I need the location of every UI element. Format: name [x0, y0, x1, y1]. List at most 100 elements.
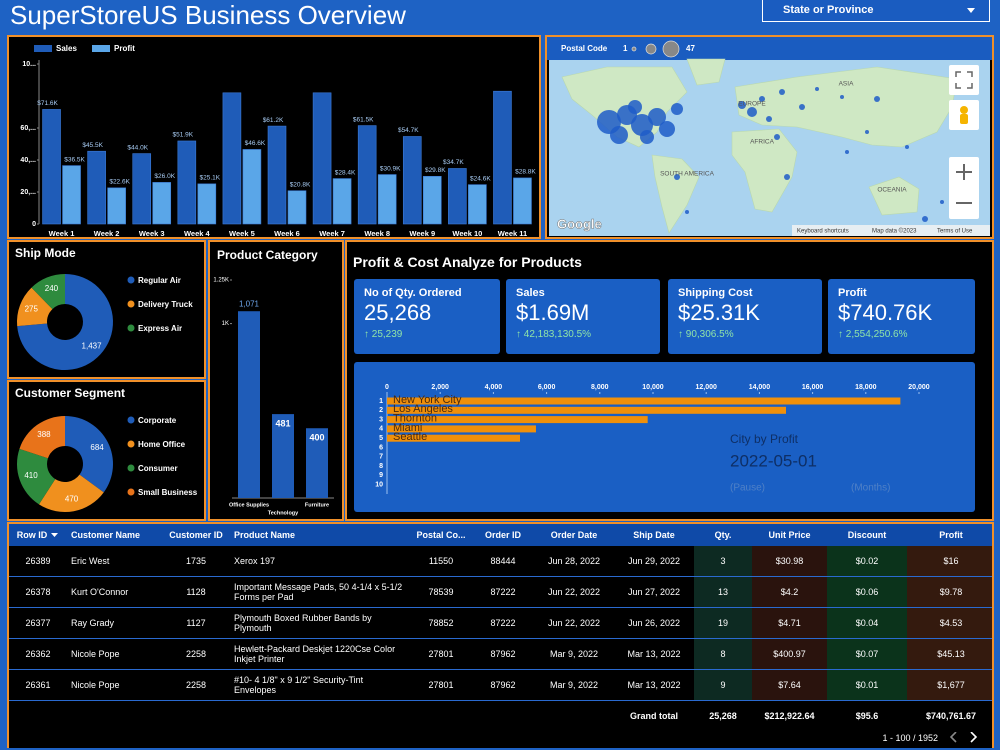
table-cell: 88444: [472, 546, 534, 577]
kpi-card: Sales $1.69M ↑ 42,183,130.5%: [506, 279, 660, 354]
chart-control: (Months): [851, 483, 890, 494]
kpi-change: ↑ 25,239: [364, 329, 403, 340]
map-point: [865, 130, 869, 134]
fullscreen: [955, 71, 973, 89]
y-tick-label: 1K: [222, 321, 229, 327]
map-label: OCEANIA: [877, 187, 907, 194]
column-header[interactable]: Order Date: [534, 524, 614, 546]
slice-label: 1,437: [82, 341, 103, 350]
table-cell: 78539: [410, 576, 472, 608]
x-tick-label: 8,000: [591, 384, 609, 391]
x-tick-label: Furniture: [305, 502, 329, 508]
slice-label: 388: [37, 430, 51, 439]
column-header[interactable]: Customer Name: [67, 524, 162, 546]
map-point: [766, 116, 772, 122]
kpi-label: Sales: [516, 287, 545, 299]
map-point: [747, 107, 757, 117]
x-tick-label: Week 7: [319, 229, 345, 237]
x-tick-label: 2,000: [431, 384, 449, 391]
chart-title: City by Profit: [730, 432, 799, 446]
table-body-rows: 26389 Eric West 1735 Xerox 197 11550 88444 Jun…: [9, 546, 992, 701]
totals-empty: [67, 707, 162, 725]
table-cell: $4.2: [752, 576, 827, 608]
panel-title: Product Category: [217, 248, 318, 262]
x-tick-label: Week 11: [498, 229, 527, 237]
kpi-value: $740.76K: [838, 300, 933, 325]
table-cell: 26362: [9, 638, 67, 670]
weekly-sales-panel: Sales Profit 0 20,... 40,... 60,... 10... Week …: [7, 35, 541, 239]
donut-slice: [38, 474, 104, 512]
donut-slice: [19, 416, 66, 459]
column-header[interactable]: Discount: [827, 524, 907, 546]
table-cell: Eric West: [67, 546, 162, 577]
table-cell: #10- 4 1/8" x 9 1/2" Security-Tint Envel…: [230, 669, 410, 701]
prev-page[interactable]: [950, 732, 958, 743]
bar: [267, 125, 287, 225]
value-label: $20.8K: [290, 181, 311, 188]
kpi-value: $25.31K: [678, 300, 760, 325]
totals-value: 25,268: [709, 711, 737, 721]
table-cell: 8: [694, 638, 752, 670]
table-head: Row ID Customer Name Customer ID Product Na…: [9, 524, 992, 546]
profit-cost-panel: Profit & Cost Analyze for Products No of …: [345, 240, 994, 521]
column-header-label: Postal Co...: [416, 530, 466, 540]
map-point: [922, 216, 928, 222]
state-filter[interactable]: State or Province: [762, 0, 990, 22]
bar: [493, 90, 512, 225]
column-header[interactable]: Qty.: [694, 524, 752, 546]
value-label: $28.8K: [515, 169, 536, 176]
value-label: $22.6K: [109, 179, 130, 186]
header-row: Row ID Customer Name Customer ID Product Na…: [9, 524, 992, 546]
x-tick-label: Week 8: [364, 229, 390, 237]
x-tick-label: Week 4: [184, 229, 211, 237]
x-tick-label: Office Supplies: [229, 502, 269, 508]
legend-dot: [127, 488, 135, 496]
legend-size: [631, 46, 637, 52]
bar: [177, 140, 197, 225]
value-label: $61.5K: [353, 116, 374, 123]
y-tick-label: 20,...: [20, 189, 36, 196]
value-label: 400: [309, 433, 324, 443]
column-header[interactable]: Profit: [907, 524, 992, 546]
totals-value: $740,761.67: [925, 711, 977, 721]
prev-page-icon: [950, 732, 957, 743]
column-header[interactable]: Order ID: [472, 524, 534, 546]
column-header[interactable]: Row ID: [9, 524, 67, 546]
x-tick-label: 0: [385, 384, 389, 391]
table-cell: Plymouth Boxed Rubber Bands by Plymouth: [230, 607, 410, 639]
bar: [387, 434, 520, 442]
legend-dot: [127, 464, 135, 472]
map-brand: Google: [557, 216, 602, 231]
column-header[interactable]: Unit Price: [752, 524, 827, 546]
map-point: [784, 174, 790, 180]
table-cell: 78852: [410, 607, 472, 639]
panel-title: Customer Segment: [15, 386, 126, 400]
donut-slice: [17, 274, 113, 370]
bar: [272, 414, 294, 498]
value-label: $29.8K: [425, 167, 446, 174]
column-header-label: Customer ID: [169, 530, 223, 540]
x-tick-label: 20,000: [908, 384, 930, 391]
column-header[interactable]: Ship Date: [614, 524, 694, 546]
column-header[interactable]: Product Name: [230, 524, 410, 546]
table-cell: $4.53: [907, 607, 992, 639]
bar: [222, 92, 242, 225]
chart-date: 2022-05-01: [730, 451, 817, 470]
bar: [468, 184, 487, 225]
next-page[interactable]: [970, 732, 978, 743]
kpi-change: ↑ 2,554,250.6%: [838, 329, 908, 340]
map-point: [659, 121, 675, 137]
table-cell: 19: [694, 607, 752, 639]
bar: [152, 182, 172, 225]
y-tick-label: 4: [379, 426, 383, 433]
kpi-label: Shipping Cost: [678, 287, 753, 299]
map-control: [949, 65, 979, 95]
bar: [312, 92, 332, 225]
kpi-card: Shipping Cost $25.31K ↑ 90,306.5%: [668, 279, 822, 354]
totals-table: Grand total 25,268 $212,922.64 $95.6 $740,76…: [9, 707, 992, 725]
column-header[interactable]: Postal Co...: [410, 524, 472, 546]
x-tick-label: Week 5: [229, 229, 255, 237]
totals-empty: [472, 707, 534, 725]
column-header[interactable]: Customer ID: [162, 524, 230, 546]
y-tick-label: 3: [379, 416, 383, 423]
